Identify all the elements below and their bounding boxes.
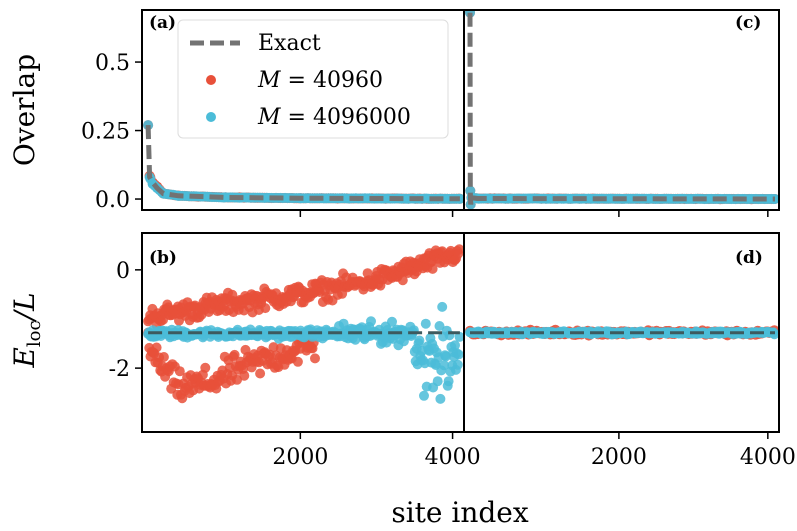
legend-box bbox=[177, 19, 449, 139]
series-m4096000-point bbox=[435, 393, 446, 404]
exact-overlap-line bbox=[467, 12, 776, 205]
legend-large-label: M = 4096000 bbox=[257, 105, 411, 130]
x-axis-label: site index bbox=[391, 496, 529, 529]
series-m4096000-point bbox=[439, 360, 450, 371]
panel-a-data bbox=[143, 120, 464, 204]
series-m4096000-point bbox=[440, 351, 451, 362]
axis-ticks: 0.0 0.25 0.5 0 -2 2000 2000 4000 4000 bbox=[81, 51, 796, 470]
series-m4096000-point bbox=[414, 335, 425, 346]
series-m4096000-point bbox=[454, 331, 464, 342]
series-m40960-point bbox=[232, 374, 242, 385]
series-m4096000-point bbox=[450, 340, 460, 351]
series-m4096000-point bbox=[419, 390, 429, 401]
x-tick-label: 4000 bbox=[425, 445, 481, 470]
panel-c-data bbox=[465, 10, 779, 210]
series-m4096000-point bbox=[443, 376, 454, 387]
y-tick-label: 0.0 bbox=[95, 188, 130, 213]
series-m40960-point bbox=[174, 366, 185, 377]
x-tick-label: 2000 bbox=[591, 445, 647, 470]
series-m4096000-point bbox=[420, 318, 431, 329]
x-tick-label: 2000 bbox=[272, 445, 328, 470]
legend: Exact M = 40960 M = 4096000 bbox=[177, 19, 449, 139]
series-m4096000-point bbox=[453, 349, 464, 360]
legend-small-label: M = 40960 bbox=[257, 68, 383, 93]
panel-tag-c: (c) bbox=[735, 13, 761, 33]
panel-tag-b: (b) bbox=[149, 248, 177, 268]
legend-large-m: M bbox=[257, 105, 281, 130]
series-m40960-point bbox=[397, 275, 408, 286]
series-m4096000-point bbox=[366, 316, 376, 327]
ylabel-loc: loc bbox=[24, 320, 45, 347]
series-m40960-point bbox=[427, 263, 438, 274]
series-m4096000-point bbox=[452, 359, 463, 370]
x-tick-label: 4000 bbox=[740, 445, 796, 470]
panel-tag-d: (d) bbox=[735, 248, 763, 268]
ylabel-e: E bbox=[8, 347, 41, 368]
series-m4096000-point bbox=[432, 376, 443, 387]
panel-d-frame bbox=[463, 232, 780, 433]
series-m4096000-point bbox=[387, 316, 397, 327]
y-tick-label: 0.5 bbox=[95, 51, 130, 76]
series-m40960-point bbox=[151, 342, 162, 353]
legend-large-value: = 4096000 bbox=[281, 105, 411, 130]
legend-small-swatch bbox=[206, 75, 216, 85]
series-m40960-point bbox=[229, 349, 240, 360]
series-m40960-point bbox=[310, 353, 320, 364]
y-tick-label: -2 bbox=[109, 357, 130, 382]
panel-tag-a: (a) bbox=[149, 13, 176, 33]
series-m40960-point bbox=[260, 303, 271, 314]
y-axis-label-bottom: Eloc/L bbox=[8, 292, 45, 368]
legend-large-swatch bbox=[206, 112, 216, 122]
y-axis-label-top: Overlap bbox=[8, 54, 41, 166]
exact-overlap-line bbox=[145, 125, 460, 202]
series-m4096000-point bbox=[437, 301, 448, 312]
series-m40960-point bbox=[239, 370, 250, 381]
series-m40960-point bbox=[255, 368, 266, 379]
y-tick-label: 0.25 bbox=[81, 120, 130, 145]
series-m40960-point bbox=[454, 244, 464, 255]
legend-small-m: M bbox=[257, 68, 281, 93]
series-m40960-point bbox=[200, 362, 211, 373]
series-m40960-point bbox=[292, 356, 303, 367]
panel-c-frame bbox=[463, 9, 780, 211]
series-m40960-point bbox=[158, 352, 169, 362]
y-tick-label: 0 bbox=[116, 259, 130, 284]
series-m4096000-point bbox=[434, 321, 445, 331]
panel-d-data bbox=[465, 324, 779, 341]
legend-exact-label: Exact bbox=[258, 31, 321, 56]
ylabel-per-l: /L bbox=[8, 292, 41, 323]
panel-b-data bbox=[143, 244, 464, 404]
legend-small-value: = 40960 bbox=[281, 68, 383, 93]
